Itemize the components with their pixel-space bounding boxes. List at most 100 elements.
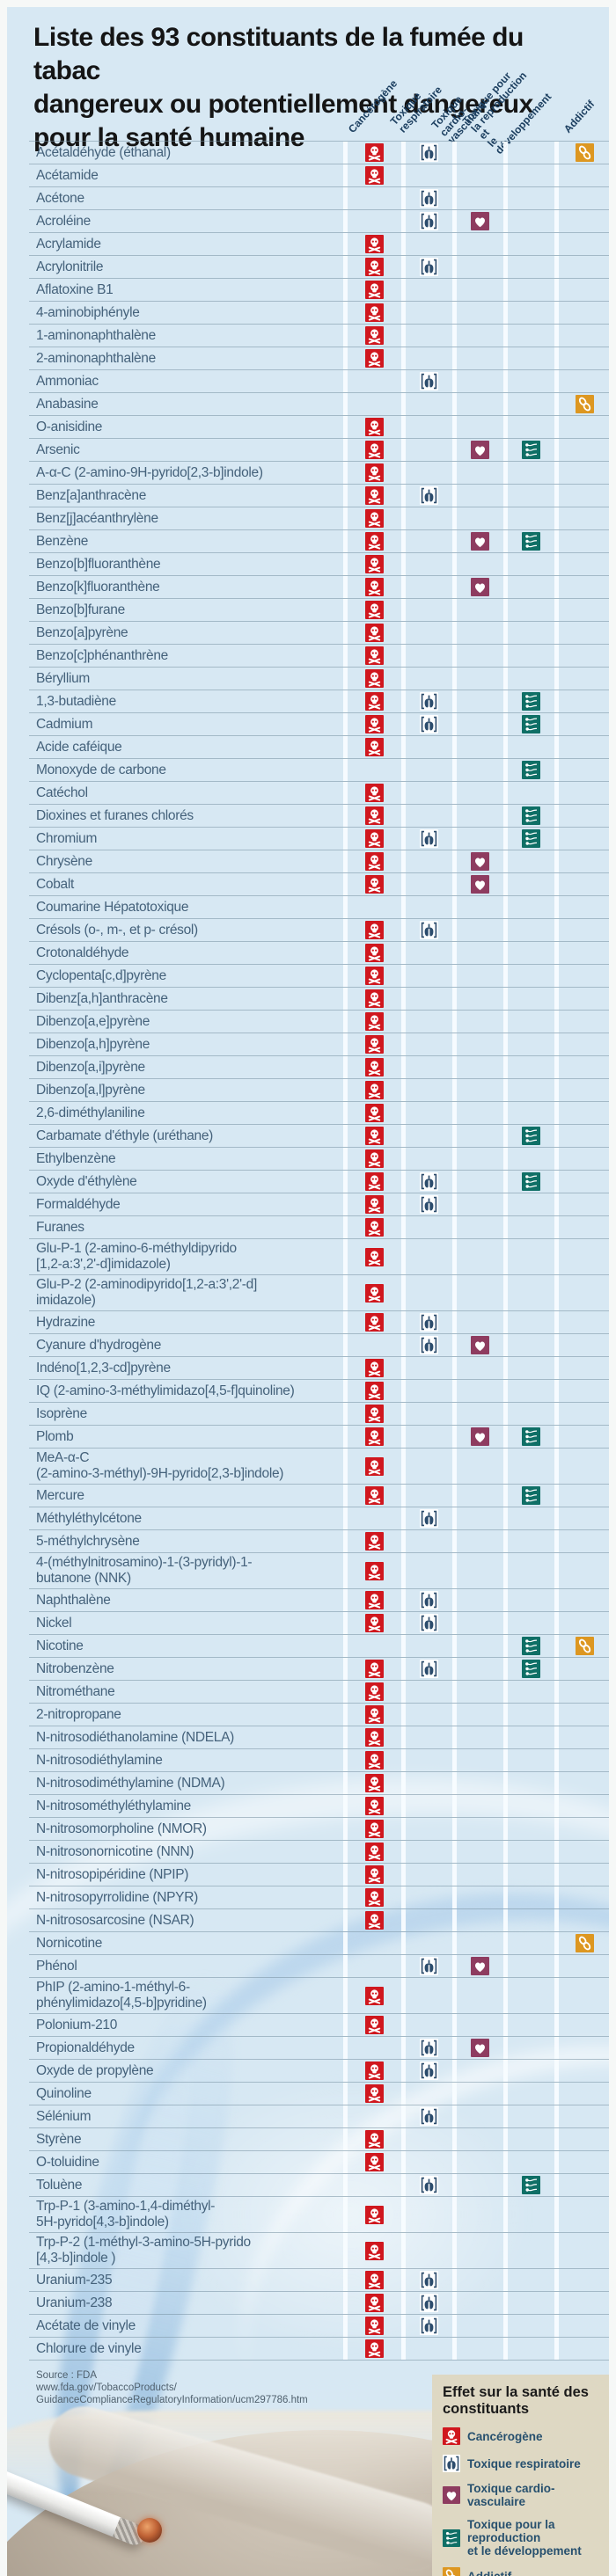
skull-crossbones-icon xyxy=(365,1660,384,1678)
effect-cell-cancerogene xyxy=(343,1403,401,1425)
effect-cell-toxique-reproduction-developpement xyxy=(503,1079,554,1101)
table-row: Trp-P-1 (3-amino-1,4-diméthyl- 5H-pyrido… xyxy=(29,2197,609,2233)
constituent-name: Nornicotine xyxy=(36,1935,103,1951)
effect-cell-cancerogene xyxy=(343,279,401,301)
effect-cell-addictif xyxy=(554,1658,609,1680)
skull-crossbones-icon xyxy=(365,1012,384,1031)
lungs-icon xyxy=(420,1660,438,1678)
effect-cell-addictif xyxy=(554,1380,609,1402)
effect-cell-toxique-cardio-vasculaire xyxy=(452,279,503,301)
effect-cell-toxique-reproduction-developpement xyxy=(503,1193,554,1215)
effect-cell-toxique-cardio-vasculaire xyxy=(452,1507,503,1529)
table-row: Polonium-210 xyxy=(29,2014,609,2037)
constituent-name: Chlorure de vinyle xyxy=(36,2340,142,2356)
effect-cell-toxique-cardio-vasculaire xyxy=(452,828,503,850)
effect-cell-toxique-cardio-vasculaire xyxy=(452,462,503,484)
effect-cell-addictif xyxy=(554,1449,609,1484)
effect-cell-toxique-respiratoire xyxy=(401,713,452,735)
skull-crossbones-icon xyxy=(365,829,384,848)
effect-cell-toxique-cardio-vasculaire xyxy=(452,507,503,529)
effect-cell-addictif xyxy=(554,1033,609,1055)
effect-cell-cancerogene xyxy=(343,713,401,735)
effect-cell-toxique-cardio-vasculaire xyxy=(452,1530,503,1552)
effect-cell-toxique-reproduction-developpement xyxy=(503,782,554,804)
effect-cell-addictif xyxy=(554,1978,609,2013)
table-row: Indéno[1,2,3-cd]pyrène xyxy=(29,1357,609,1380)
table-row: Béryllium xyxy=(29,668,609,690)
effect-cell-toxique-reproduction-developpement xyxy=(503,1380,554,1402)
table-row: Dibenzo[a,l]pyrène xyxy=(29,1079,609,1102)
effect-cell-toxique-respiratoire xyxy=(401,462,452,484)
effect-cell-toxique-reproduction-developpement xyxy=(503,1886,554,1908)
constituent-name: N-nitrosodiéthanolamine (NDELA) xyxy=(36,1729,235,1745)
effect-cell-cancerogene xyxy=(343,1841,401,1863)
effect-cell-toxique-respiratoire xyxy=(401,988,452,1010)
effect-cell-toxique-reproduction-developpement xyxy=(503,1772,554,1794)
effect-cell-toxique-cardio-vasculaire xyxy=(452,1553,503,1588)
effect-cell-cancerogene xyxy=(343,2128,401,2150)
skull-crossbones-icon xyxy=(365,2271,384,2289)
constituent-name: Mercure xyxy=(36,1487,84,1503)
effect-cell-cancerogene xyxy=(343,1380,401,1402)
effect-cell-toxique-cardio-vasculaire xyxy=(452,553,503,575)
skull-crossbones-icon xyxy=(365,1104,384,1122)
effect-cell-addictif xyxy=(554,1056,609,1078)
table-row: N-nitrosopyrrolidine (NPYR) xyxy=(29,1886,609,1909)
effect-cell-addictif xyxy=(554,507,609,529)
effect-cell-toxique-reproduction-developpement xyxy=(503,1056,554,1078)
effect-cell-addictif xyxy=(554,1485,609,1507)
effect-cell-toxique-reproduction-developpement xyxy=(503,187,554,209)
effect-cell-toxique-reproduction-developpement xyxy=(503,850,554,872)
effect-cell-toxique-reproduction-developpement xyxy=(503,2315,554,2337)
effect-cell-toxique-cardio-vasculaire xyxy=(452,1357,503,1379)
legend-item-toxique-cardio-vasculaire: Toxique cardio-vasculaire xyxy=(443,2482,609,2508)
effect-cell-toxique-cardio-vasculaire xyxy=(452,1772,503,1794)
effect-cell-addictif xyxy=(554,1102,609,1124)
table-row: Acrylonitrile xyxy=(29,256,609,279)
legend-item-addictif: Addictif xyxy=(443,2567,609,2576)
effect-cell-toxique-cardio-vasculaire xyxy=(452,1795,503,1817)
skull-crossbones-icon xyxy=(365,1313,384,1332)
constituent-name: Quinoline xyxy=(36,2085,92,2101)
heart-icon xyxy=(471,1427,489,1446)
effect-cell-addictif xyxy=(554,210,609,232)
table-row: Benzo[b]furane xyxy=(29,599,609,622)
constituent-name: Cyanure d'hydrogène xyxy=(36,1337,162,1353)
table-row: A-α-C (2-amino-9H-pyrido[2,3-b]indole) xyxy=(29,462,609,485)
effect-cell-cancerogene xyxy=(343,873,401,895)
effect-cell-toxique-cardio-vasculaire xyxy=(452,2128,503,2150)
constituent-name: Oxyde d'éthylène xyxy=(36,1173,137,1189)
table-row: Furanes xyxy=(29,1216,609,1239)
effect-cell-toxique-respiratoire xyxy=(401,1011,452,1033)
skull-crossbones-icon xyxy=(365,486,384,505)
table-row: O-anisidine xyxy=(29,416,609,439)
sperm-reproduction-icon xyxy=(522,1637,540,1655)
effect-cell-addictif xyxy=(554,645,609,667)
effect-cell-toxique-respiratoire xyxy=(401,1909,452,1931)
effect-cell-toxique-reproduction-developpement xyxy=(503,279,554,301)
effect-cell-toxique-cardio-vasculaire xyxy=(452,919,503,941)
table-row: N-nitrosodiméthylamine (NDMA) xyxy=(29,1772,609,1795)
effect-cell-cancerogene xyxy=(343,2197,401,2232)
effect-cell-cancerogene xyxy=(343,1635,401,1657)
table-row: Cadmium xyxy=(29,713,609,736)
effect-cell-toxique-respiratoire xyxy=(401,2037,452,2059)
table-row: Isoprène xyxy=(29,1403,609,1426)
effect-cell-cancerogene xyxy=(343,1612,401,1634)
effect-cell-toxique-respiratoire xyxy=(401,690,452,712)
effect-cell-toxique-cardio-vasculaire xyxy=(452,210,503,232)
effect-cell-cancerogene xyxy=(343,2292,401,2314)
effect-cell-toxique-cardio-vasculaire xyxy=(452,1148,503,1170)
table-row: Nornicotine xyxy=(29,1932,609,1955)
effect-cell-toxique-reproduction-developpement xyxy=(503,1726,554,1748)
lungs-icon xyxy=(420,1591,438,1609)
effect-cell-addictif xyxy=(554,2315,609,2337)
table-row: Coumarine Hépatotoxique xyxy=(29,896,609,919)
lungs-icon xyxy=(420,1195,438,1214)
effect-cell-toxique-cardio-vasculaire xyxy=(452,1841,503,1863)
effect-cell-toxique-cardio-vasculaire xyxy=(452,485,503,507)
skull-crossbones-icon xyxy=(365,143,384,162)
skull-crossbones-icon xyxy=(365,1081,384,1099)
effect-cell-cancerogene xyxy=(343,439,401,461)
effect-cell-cancerogene xyxy=(343,187,401,209)
